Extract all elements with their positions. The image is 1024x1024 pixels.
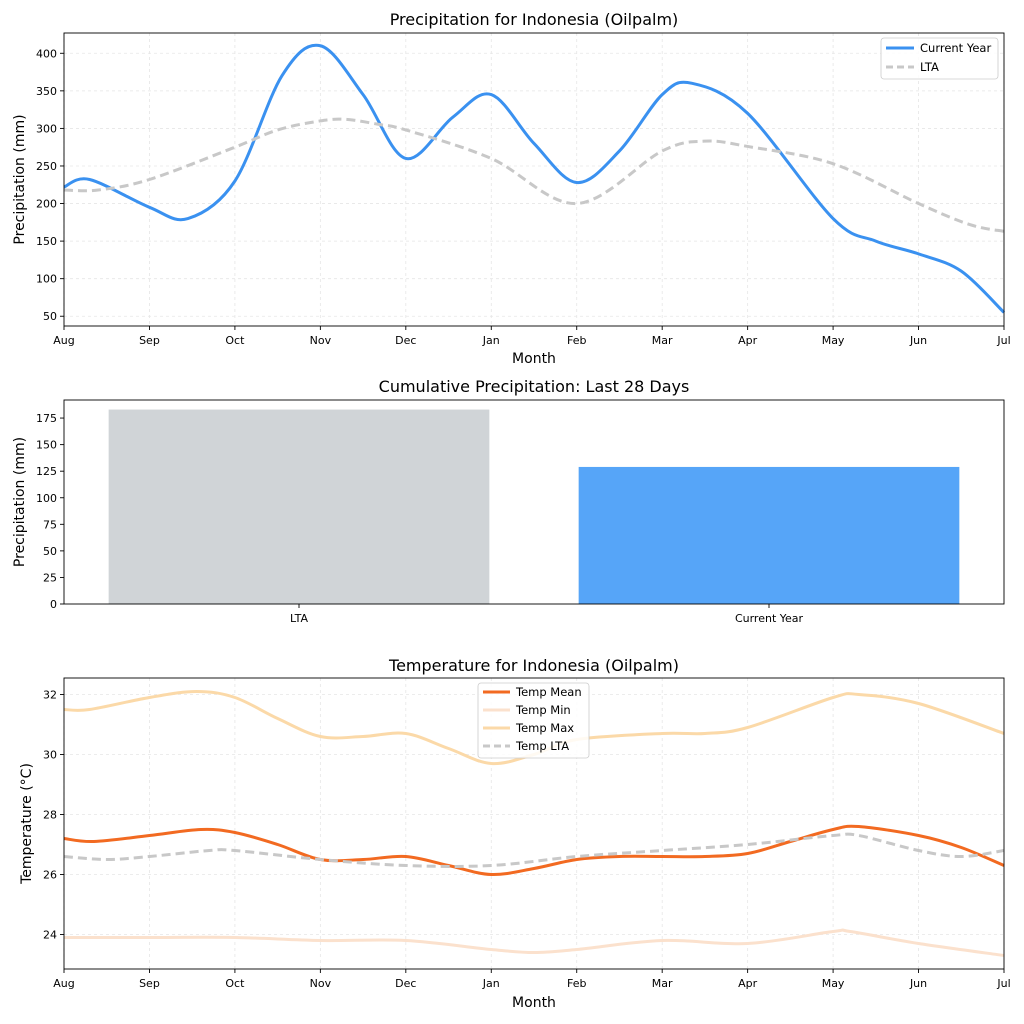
cumulative-y-axis-label: Precipitation (mm) (12, 437, 28, 567)
bar-lta (108, 409, 490, 604)
y-tick-label: 200 (36, 198, 57, 211)
x-tick-label: Aug (53, 334, 74, 347)
precipitation-chart-title: Precipitation for Indonesia (Oilpalm) (390, 10, 679, 29)
series-line-temp-min (64, 928, 1005, 957)
x-tick-label: Oct (225, 334, 245, 347)
temperature-x-axis-label: Month (512, 995, 556, 1011)
x-tick-label: Jan (482, 977, 500, 990)
cumulative-plot-frame (63, 399, 1005, 605)
y-tick-label: 28 (43, 809, 57, 822)
x-tick-label: May (822, 334, 845, 347)
x-tick-label: Dec (395, 334, 416, 347)
y-tick-label: 26 (43, 869, 57, 882)
y-tick-label: 0 (50, 598, 57, 611)
x-tick-label: Mar (652, 977, 673, 990)
cumulative-chart-title: Cumulative Precipitation: Last 28 Days (379, 377, 690, 396)
y-tick-label: 24 (43, 929, 57, 942)
temperature-chart: Temperature for Indonesia (Oilpalm) Aug S… (19, 656, 1011, 1011)
x-tick-label: Jun (909, 334, 927, 347)
legend-label-current-year: Current Year (920, 41, 991, 55)
x-tick-label: Nov (310, 977, 332, 990)
precipitation-y-axis-label: Precipitation (mm) (12, 114, 28, 244)
temperature-y-axis-label: Temperature (°C) (19, 763, 35, 885)
x-tick-label: Mar (652, 334, 673, 347)
y-tick-label: 400 (36, 47, 57, 60)
legend-label-temp-mean: Temp Mean (515, 685, 582, 699)
temperature-legend: Temp Mean Temp Min Temp Max Temp LTA (477, 682, 590, 759)
x-tick-label: LTA (290, 612, 308, 625)
precipitation-legend: Current Year LTA (880, 37, 999, 80)
y-tick-label: 75 (43, 518, 57, 531)
y-tick-label: 175 (36, 412, 57, 425)
y-tick-label: 125 (36, 465, 57, 478)
y-tick-label: 50 (43, 310, 57, 323)
bar-current-year (578, 466, 960, 604)
legend-label-temp-lta: Temp LTA (515, 739, 569, 753)
y-tick-label: 100 (36, 273, 57, 286)
x-tick-label: May (822, 977, 845, 990)
y-tick-label: 25 (43, 571, 57, 584)
y-tick-label: 350 (36, 85, 57, 98)
temperature-plot-frame (63, 677, 1005, 970)
y-tick-label: 300 (36, 122, 57, 135)
x-tick-label: Feb (567, 977, 586, 990)
y-tick-label: 30 (43, 749, 57, 762)
x-tick-label: Sep (139, 977, 160, 990)
series-line-current-year (63, 43, 1006, 314)
series-line-lta (63, 117, 1005, 233)
y-tick-label: 100 (36, 492, 57, 505)
series-line-temp-max (63, 690, 1005, 766)
x-tick-label: Dec (395, 977, 416, 990)
x-tick-label: Sep (139, 334, 160, 347)
x-tick-label: Aug (53, 977, 74, 990)
x-tick-label: Jan (482, 334, 500, 347)
x-tick-label: Oct (225, 977, 245, 990)
x-tick-label: Feb (567, 334, 586, 347)
x-tick-label: Apr (738, 334, 758, 347)
x-tick-label: Current Year (735, 612, 804, 625)
legend-box (477, 682, 590, 759)
y-tick-label: 250 (36, 160, 57, 173)
y-tick-label: 32 (43, 689, 57, 702)
legend-label-temp-min: Temp Min (515, 703, 571, 717)
series-line-temp-mean (63, 824, 1005, 877)
series-line-temp-lta (63, 832, 1005, 868)
legend-label-temp-max: Temp Max (515, 721, 574, 735)
x-tick-label: Nov (310, 334, 332, 347)
y-tick-label: 50 (43, 545, 57, 558)
x-tick-label: Jun (909, 977, 927, 990)
cumulative-precipitation-chart: Cumulative Precipitation: Last 28 Days L… (12, 377, 1005, 625)
x-tick-label: Jul (996, 977, 1010, 990)
x-tick-label: Jul (996, 334, 1010, 347)
y-tick-label: 150 (36, 235, 57, 248)
precipitation-plot-frame (63, 32, 1005, 327)
precipitation-chart: Precipitation for Indonesia (Oilpalm) Au… (12, 10, 1011, 367)
x-tick-label: Apr (738, 977, 758, 990)
y-tick-label: 150 (36, 439, 57, 452)
legend-label-lta: LTA (920, 60, 939, 74)
precipitation-x-axis-label: Month (512, 351, 556, 367)
temperature-chart-title: Temperature for Indonesia (Oilpalm) (388, 656, 679, 675)
